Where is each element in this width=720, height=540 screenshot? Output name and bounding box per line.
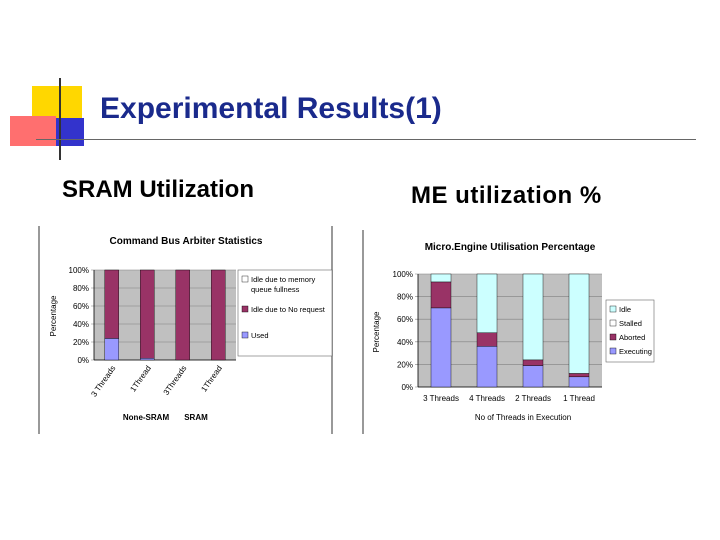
bar-segment	[430, 281, 452, 309]
bar-segment	[140, 269, 155, 359]
bar-segment	[140, 357, 155, 361]
deco-vertical-line	[59, 78, 61, 160]
deco-horizontal-line	[36, 139, 696, 140]
x-tick-label: 3Threads	[162, 364, 189, 397]
y-axis-label: Percentage	[49, 295, 58, 336]
legend-swatch	[241, 305, 249, 313]
y-tick-label: 20%	[397, 360, 413, 369]
y-tick-label: 60%	[73, 302, 89, 311]
x-tick-label: 2 Threads	[515, 394, 551, 403]
legend-swatch	[609, 305, 617, 313]
plot-area: 0% 20% 40% 60% 80% 100% 3 Threads 4 Threads 2 Th…	[393, 270, 602, 403]
legend-swatch	[609, 333, 617, 341]
legend-label: Idle	[619, 305, 631, 314]
y-tick-label: 80%	[73, 284, 89, 293]
y-tick-label: 0%	[77, 356, 89, 365]
y-tick-label: 80%	[397, 293, 413, 302]
sram-utilization-chart: Command Bus Arbiter Statistics Percentag…	[38, 226, 333, 434]
bar-segment	[104, 338, 119, 361]
chart-title: Micro.Engine Utilisation Percentage	[425, 242, 596, 253]
legend-label: Stalled	[619, 319, 642, 328]
legend-swatch	[241, 331, 249, 339]
bar-segment	[568, 273, 590, 374]
legend-label: Idle due to memory queue fullness	[251, 275, 315, 294]
bar-segment	[522, 273, 544, 361]
bar-segment	[211, 269, 226, 361]
y-tick-label: 60%	[397, 315, 413, 324]
bar-segment	[430, 273, 452, 283]
y-tick-label: 40%	[73, 320, 89, 329]
bar-segment	[522, 365, 544, 388]
bar-segment	[476, 332, 498, 347]
bar-segment	[568, 376, 590, 388]
legend-box	[237, 269, 333, 357]
bar-segment	[568, 373, 590, 378]
x-axis-label: No of Threads in Execution	[475, 413, 571, 422]
y-tick-label: 100%	[393, 270, 413, 279]
legend-swatch	[609, 319, 617, 327]
plot-area: 0% 20% 40% 60% 80% 100% 3 Threads 1Thread 3Threa…	[69, 266, 236, 422]
bar-segment	[476, 346, 498, 388]
bar-segment	[430, 307, 452, 388]
x-tick-label: 1Thread	[128, 364, 152, 394]
group-label: SRAM	[184, 413, 208, 422]
deco-red-bar	[10, 116, 56, 146]
x-tick-label: 1 Thread	[563, 394, 595, 403]
legend-swatch	[241, 275, 249, 283]
bar-segment	[175, 269, 190, 361]
group-label: None-SRAM	[123, 413, 170, 422]
x-tick-label: 4 Threads	[469, 394, 505, 403]
y-tick-label: 0%	[401, 383, 413, 392]
slide-title: Experimental Results(1)	[100, 92, 442, 125]
legend: Idle due to memory queue fullness Idle due…	[237, 269, 333, 357]
chart-title: Command Bus Arbiter Statistics	[110, 236, 263, 247]
left-heading: SRAM Utilization	[62, 176, 254, 203]
x-tick-label: 3 Threads	[89, 364, 117, 399]
right-heading: ME utilization %	[411, 182, 602, 209]
y-tick-label: 20%	[73, 338, 89, 347]
y-axis-label: Percentage	[372, 311, 381, 352]
legend-label: Idle due to No request	[251, 305, 326, 314]
bar-segment	[104, 269, 119, 339]
y-tick-label: 40%	[397, 338, 413, 347]
x-tick-label: 3 Threads	[423, 394, 459, 403]
legend-label: Used	[251, 331, 269, 340]
me-utilization-chart: Micro.Engine Utilisation Percentage Perc…	[362, 230, 655, 434]
legend-swatch	[609, 347, 617, 355]
legend-label: Executing	[619, 347, 652, 356]
y-tick-label: 100%	[69, 266, 89, 275]
bar-segment	[522, 359, 544, 366]
legend: Idle Stalled Aborted Executing	[605, 299, 655, 363]
bar-segment	[476, 273, 498, 333]
legend-label: Aborted	[619, 333, 645, 342]
x-tick-label: 1Thread	[199, 364, 223, 394]
